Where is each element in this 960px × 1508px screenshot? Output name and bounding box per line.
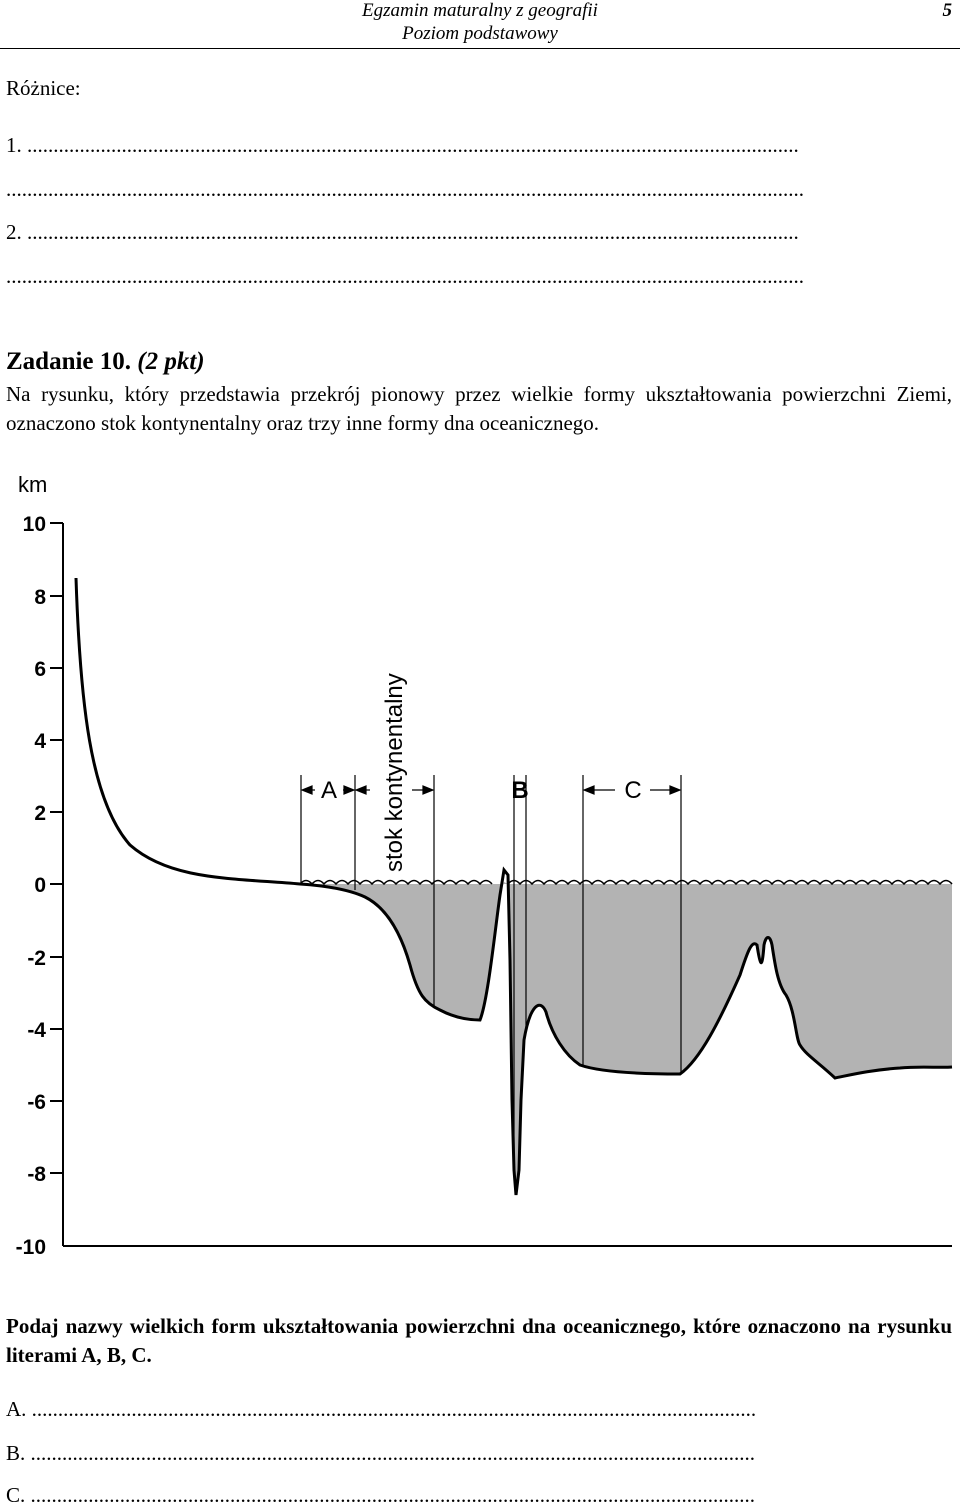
exam-title: Egzamin maturalny z geografii xyxy=(362,0,598,21)
y-tick-labels: 10 8 6 4 2 0 -2 -4 -6 -8 -10 xyxy=(16,513,47,1259)
terrain-profile xyxy=(74,577,953,1196)
label-b: B xyxy=(511,777,528,804)
answer-line-2[interactable]: 2. .....................................… xyxy=(6,220,799,244)
task-points: (2 pkt) xyxy=(137,348,205,375)
tick-label: 4 xyxy=(34,730,46,753)
tick-label: 8 xyxy=(34,586,46,609)
ocean-water xyxy=(300,882,952,1195)
tick-label: -8 xyxy=(27,1163,46,1186)
arrow-a xyxy=(300,785,356,795)
answer-line-2-continued[interactable]: ........................................… xyxy=(6,264,804,288)
ocean-cross-section-diagram: km 10 8 6 4 2 0 -2 -4 -6 -8 -10 xyxy=(16,472,953,1259)
tick-label: -6 xyxy=(27,1091,46,1114)
label-c: C xyxy=(624,777,641,804)
tick-label: 10 xyxy=(23,513,46,536)
tick-label: 6 xyxy=(34,658,46,681)
answer-line-1-continued[interactable]: ........................................… xyxy=(6,177,804,201)
differences-label: Różnice: xyxy=(6,76,81,100)
slope-label: stok kontynentalny xyxy=(381,673,408,872)
label-a: A xyxy=(321,777,337,804)
y-ticks xyxy=(50,522,63,1174)
header-rule xyxy=(0,48,960,49)
task-number: Zadanie 10. xyxy=(6,348,132,375)
tick-label: -2 xyxy=(27,947,46,970)
arrow-slope xyxy=(354,785,435,795)
section-boundaries xyxy=(300,775,682,1170)
page-number: 5 xyxy=(942,0,953,21)
answer-line-1[interactable]: 1. .....................................… xyxy=(6,133,799,157)
exam-level: Poziom podstawowy xyxy=(402,23,558,44)
arrow-c xyxy=(582,785,682,795)
sea-level-waves xyxy=(299,879,953,886)
answer-b[interactable]: B. .....................................… xyxy=(6,1441,756,1465)
tick-label: -4 xyxy=(27,1019,46,1042)
task-intro: Na rysunku, który przedstawia przekrój p… xyxy=(6,382,952,435)
answer-c[interactable]: C. .....................................… xyxy=(6,1483,756,1507)
task-title: Zadanie 10. (2 pkt) xyxy=(6,348,205,376)
task-question: Podaj nazwy wielkich form ukształtowania… xyxy=(6,1314,952,1367)
tick-label: 0 xyxy=(34,874,46,897)
tick-label: 2 xyxy=(34,802,46,825)
unit-label: km xyxy=(18,472,47,497)
answer-a[interactable]: A. .....................................… xyxy=(6,1397,757,1421)
tick-label: -10 xyxy=(16,1236,46,1259)
